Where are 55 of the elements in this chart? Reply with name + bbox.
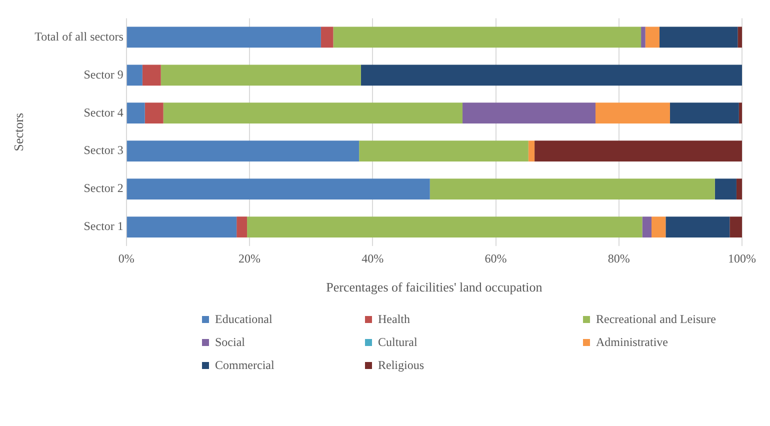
x-tick-label: 40% xyxy=(362,251,384,266)
bar xyxy=(126,64,142,86)
bar xyxy=(236,216,248,238)
bar xyxy=(360,64,742,86)
legend-label: Commercial xyxy=(215,358,274,373)
bar xyxy=(736,178,742,200)
bar xyxy=(126,216,237,238)
bar xyxy=(320,26,334,48)
legend-label: Religious xyxy=(378,358,424,373)
bar xyxy=(534,140,742,162)
y-axis-title: Sectors xyxy=(11,112,26,152)
y-tick-label: Sector 9 xyxy=(84,67,124,82)
bar xyxy=(641,26,646,48)
y-tick-label: Sector 2 xyxy=(84,181,124,196)
bar xyxy=(163,102,463,124)
x-tick-label: 20% xyxy=(238,251,261,266)
bar xyxy=(142,64,161,86)
bar xyxy=(595,102,670,124)
bar xyxy=(126,178,430,200)
bar xyxy=(528,140,535,162)
bar xyxy=(652,216,666,238)
bar xyxy=(642,216,652,238)
bar xyxy=(144,102,164,124)
y-tick-label: Sector 3 xyxy=(84,143,124,158)
bar xyxy=(126,26,321,48)
bar xyxy=(738,26,742,48)
bar xyxy=(359,140,528,162)
bar xyxy=(126,102,145,124)
y-tick-label: Sector 4 xyxy=(84,105,124,120)
x-tick-label: 0% xyxy=(118,251,134,266)
bar xyxy=(462,102,596,124)
x-tick-label: 80% xyxy=(608,251,630,266)
legend-label: Social xyxy=(215,335,245,350)
bar xyxy=(247,216,642,238)
legend-label: Health xyxy=(378,312,410,327)
x-tick-label: 60% xyxy=(484,251,507,266)
bar xyxy=(126,140,360,162)
bar xyxy=(714,178,736,200)
x-axis-title: Percentages of faicilities' land occupation xyxy=(326,280,543,295)
legend-label: Administrative xyxy=(596,335,668,350)
legend-label: Recreational and Leisure xyxy=(596,312,716,327)
y-tick-label: Sector 1 xyxy=(84,219,124,234)
bar xyxy=(333,26,642,48)
legend-label: Cultural xyxy=(378,335,418,350)
y-tick-label: Total of all sectors xyxy=(34,29,124,44)
bar xyxy=(670,102,739,124)
bar xyxy=(645,26,660,48)
bar xyxy=(666,216,730,238)
bar xyxy=(738,102,742,124)
bar xyxy=(660,26,738,48)
legend-label: Educational xyxy=(215,312,272,327)
bar xyxy=(430,178,715,200)
x-tick-label: 100% xyxy=(728,251,756,266)
bar xyxy=(730,216,742,238)
bar xyxy=(160,64,361,86)
